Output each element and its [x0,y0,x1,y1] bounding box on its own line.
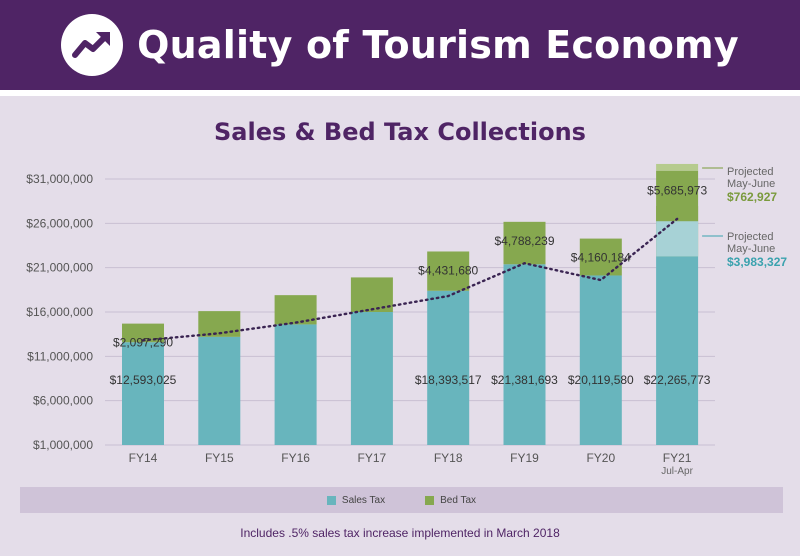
bed-tax-label: $2,097,290 [113,336,173,350]
chart-title: Sales & Bed Tax Collections [214,118,586,146]
bar-bed-tax [579,238,622,276]
sales-tax-label: $21,381,693 [491,373,558,387]
projected-sales-caption-2: May-June [727,243,775,255]
header-divider [0,90,800,96]
y-tick-label: $1,000,000 [33,438,93,452]
bar-projected-bed-tax [656,163,699,171]
bar-sales-tax [122,342,164,445]
trending-up-icon [61,14,124,76]
legend-label-sales-tax: Sales Tax [341,494,386,506]
legend-item-sales-tax: Sales Tax [326,494,386,506]
chart-footnote: Includes .5% sales tax increase implemen… [240,526,560,540]
bed-tax-label: $5,685,973 [647,184,707,198]
sales-tax-label: $12,593,025 [110,373,177,387]
bar-sales-tax [274,324,317,445]
sales-tax-label: $20,119,580 [568,373,634,387]
y-tick-label: $16,000,000 [26,305,93,319]
x-tick-sublabel: Jul-Apr [661,466,693,477]
projected-sales-value: $3,983,327 [727,255,787,269]
x-tick-label: FY20 [586,451,615,465]
bar-bed-tax [350,277,393,312]
x-tick-label: FY21 [663,451,692,465]
projected-bed-value: $762,927 [727,190,777,204]
sales-tax-label: $18,393,517 [415,373,482,387]
y-tick-label: $21,000,000 [26,261,93,275]
bar-projected-sales-tax [656,221,699,257]
y-tick-label: $31,000,000 [26,172,93,186]
header-banner: Quality of Tourism Economy [0,0,800,90]
bar-bed-tax [427,251,470,291]
x-tick-label: FY15 [205,451,234,465]
legend-swatch-bed-tax [425,495,435,505]
bed-tax-label: $4,788,239 [494,234,554,248]
y-tick-label: $26,000,000 [26,216,93,230]
bar-sales-tax [503,264,546,445]
legend-swatch-sales-tax [326,495,336,505]
projected-sales-caption-1: Projected [727,231,773,243]
chart-legend: Sales Tax Bed Tax [20,487,783,513]
bar-sales-tax [350,312,393,445]
projected-bed-caption-2: May-June [727,178,775,190]
legend-item-bed-tax: Bed Tax [425,495,476,506]
bar-sales-tax [198,336,241,445]
sales-tax-label: $22,265,773 [644,373,711,387]
y-tick-label: $11,000,000 [27,349,93,363]
bar-bed-tax-fy21 [656,170,699,222]
bed-tax-label: $4,160,184 [571,251,631,265]
bed-tax-label: $4,431,680 [418,263,478,277]
bar-bed-tax [122,323,164,343]
legend-label-bed-tax: Bed Tax [440,494,477,506]
x-tick-label: FY17 [358,451,387,465]
y-tick-label: $6,000,000 [33,394,93,408]
x-tick-label: FY16 [281,451,310,465]
x-tick-label: FY14 [129,451,158,465]
bar-sales-tax [579,275,622,445]
bar-sales-tax [656,256,699,445]
page-title: Quality of Tourism Economy [137,23,739,67]
x-tick-label: FY19 [510,451,539,465]
trend-line [141,217,679,342]
bar-sales-tax [427,290,470,445]
bar-bed-tax [503,221,546,265]
bar-bed-tax [274,295,317,325]
projected-bed-caption-1: Projected [727,166,773,178]
x-tick-label: FY18 [434,451,463,465]
